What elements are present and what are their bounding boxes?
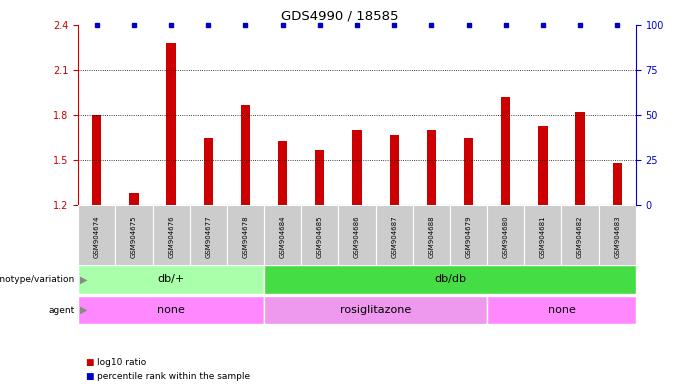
Text: GSM904688: GSM904688 xyxy=(428,216,435,258)
Text: log10 ratio: log10 ratio xyxy=(97,358,146,367)
Bar xyxy=(204,138,213,205)
Bar xyxy=(92,115,101,205)
Text: GSM904679: GSM904679 xyxy=(466,216,471,258)
Bar xyxy=(264,205,301,269)
Bar xyxy=(450,205,487,269)
Text: GSM904680: GSM904680 xyxy=(503,216,509,258)
Bar xyxy=(539,126,547,205)
Text: genotype/variation: genotype/variation xyxy=(0,275,75,284)
Bar xyxy=(375,205,413,269)
Text: none: none xyxy=(157,305,185,315)
Text: GSM904681: GSM904681 xyxy=(540,216,546,258)
Text: GSM904678: GSM904678 xyxy=(243,216,248,258)
Text: percentile rank within the sample: percentile rank within the sample xyxy=(97,372,250,381)
Text: GSM904687: GSM904687 xyxy=(391,216,397,258)
Bar xyxy=(78,265,264,294)
Bar xyxy=(426,130,436,205)
Bar xyxy=(464,138,473,205)
Bar xyxy=(390,135,398,205)
Bar xyxy=(129,194,139,205)
Bar xyxy=(190,205,227,269)
Bar xyxy=(167,43,175,205)
Text: ■: ■ xyxy=(85,372,94,381)
Bar xyxy=(339,205,375,269)
Text: GSM904674: GSM904674 xyxy=(94,216,100,258)
Text: GSM904677: GSM904677 xyxy=(205,216,211,258)
Text: ■: ■ xyxy=(85,358,94,367)
Bar xyxy=(78,296,264,324)
Text: GSM904676: GSM904676 xyxy=(168,216,174,258)
Text: GSM904686: GSM904686 xyxy=(354,216,360,258)
Bar xyxy=(613,163,622,205)
Bar xyxy=(413,205,450,269)
Bar xyxy=(227,205,264,269)
Text: GSM904675: GSM904675 xyxy=(131,216,137,258)
Bar xyxy=(78,205,116,269)
Text: db/db: db/db xyxy=(434,274,466,285)
Bar xyxy=(487,296,636,324)
Text: GSM904685: GSM904685 xyxy=(317,216,323,258)
Text: agent: agent xyxy=(48,306,75,314)
Bar xyxy=(598,205,636,269)
Text: ▶: ▶ xyxy=(80,305,87,315)
Text: db/+: db/+ xyxy=(158,274,185,285)
Text: ▶: ▶ xyxy=(80,274,87,285)
Bar xyxy=(264,296,487,324)
Bar xyxy=(562,205,598,269)
Bar xyxy=(315,150,324,205)
Text: GDS4990 / 18585: GDS4990 / 18585 xyxy=(282,10,398,23)
Text: rosiglitazone: rosiglitazone xyxy=(340,305,411,315)
Bar xyxy=(278,141,287,205)
Bar xyxy=(152,205,190,269)
Text: GSM904683: GSM904683 xyxy=(614,216,620,258)
Bar xyxy=(575,112,585,205)
Text: none: none xyxy=(547,305,575,315)
Bar xyxy=(487,205,524,269)
Text: GSM904684: GSM904684 xyxy=(279,216,286,258)
Bar xyxy=(524,205,562,269)
Bar xyxy=(301,205,339,269)
Bar xyxy=(116,205,152,269)
Text: GSM904682: GSM904682 xyxy=(577,216,583,258)
Bar xyxy=(352,130,362,205)
Bar xyxy=(501,97,510,205)
Bar xyxy=(241,105,250,205)
Bar xyxy=(264,265,636,294)
